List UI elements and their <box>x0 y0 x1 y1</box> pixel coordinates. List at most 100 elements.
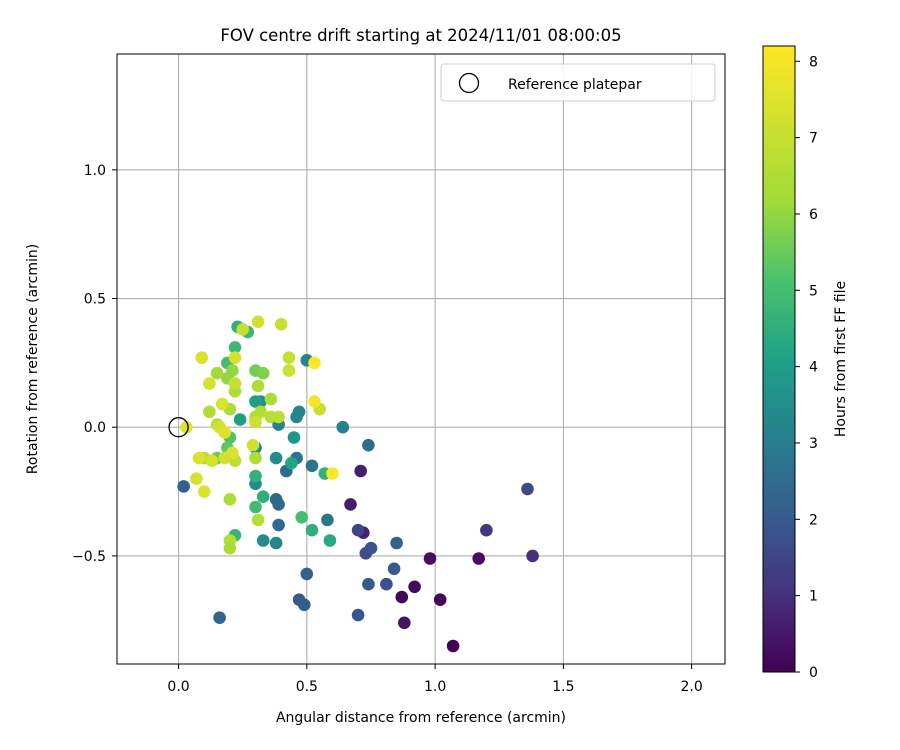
data-point <box>180 420 193 434</box>
colorbar-ticks: 0 1 2 3 4 5 6 7 8 <box>795 54 818 681</box>
colorbar-tick-label: 6 <box>809 207 818 223</box>
colorbar-tick-label: 3 <box>809 436 818 452</box>
data-point <box>190 472 203 486</box>
legend-box <box>440 63 716 102</box>
colorbar-tick-label: 8 <box>809 54 818 70</box>
data-point <box>398 616 411 630</box>
legend-entry-label: Reference platepar <box>508 77 642 93</box>
colorbar-tick-label: 7 <box>809 131 818 147</box>
colorbar-gradient <box>762 45 796 673</box>
data-point <box>203 405 216 419</box>
colorbar-tick-label: 2 <box>809 512 818 528</box>
legend: Reference platepar <box>440 63 716 102</box>
data-point <box>395 590 409 604</box>
data-point <box>272 410 285 424</box>
y-tick-label: 0.0 <box>84 420 106 436</box>
data-point <box>336 420 350 434</box>
data-point <box>264 392 278 406</box>
x-tick-label: 1.5 <box>552 679 574 695</box>
data-point <box>228 341 242 354</box>
grid-lines <box>117 54 725 664</box>
data-point <box>282 364 296 377</box>
y-tick-label: −0.5 <box>72 549 106 565</box>
x-tick-label: 0.5 <box>296 679 318 695</box>
data-point <box>256 534 270 547</box>
data-point <box>305 459 319 473</box>
data-point <box>254 405 267 419</box>
colorbar-tick-label: 0 <box>809 665 818 681</box>
data-point <box>362 438 375 452</box>
data-point <box>326 467 339 480</box>
data-point <box>344 498 357 511</box>
data-point <box>269 451 283 465</box>
data-point <box>223 541 237 555</box>
data-point <box>203 377 216 390</box>
colorbar-label: Hours from first FF file <box>833 281 849 437</box>
x-tick-label: 2.0 <box>681 679 703 695</box>
y-tick-label: 0.5 <box>84 292 106 308</box>
data-point <box>228 377 242 390</box>
data-point <box>362 577 375 591</box>
data-point <box>282 351 296 365</box>
data-point <box>256 490 270 504</box>
data-point <box>446 639 460 653</box>
data-point <box>251 513 265 527</box>
data-point <box>351 523 365 537</box>
data-point <box>213 611 226 624</box>
x-tick-label: 1.0 <box>424 679 446 695</box>
data-point <box>433 593 447 606</box>
data-point <box>236 323 249 336</box>
data-point <box>472 552 486 565</box>
data-point <box>251 379 265 393</box>
data-point <box>298 598 311 612</box>
data-point <box>292 405 306 419</box>
legend-open-circle-icon <box>458 72 480 94</box>
data-point <box>177 480 190 493</box>
data-point <box>210 366 224 380</box>
y-axis-ticks: −0.5 0.0 0.5 1.0 <box>72 163 117 565</box>
data-point <box>192 451 206 465</box>
data-point <box>205 454 219 468</box>
data-point <box>195 351 208 365</box>
data-point <box>223 493 237 506</box>
data-point <box>269 536 283 550</box>
data-point <box>408 580 421 594</box>
data-point <box>305 523 319 537</box>
data-point <box>351 608 365 622</box>
data-point <box>521 482 534 496</box>
data-point <box>249 395 262 408</box>
colorbar-tick-label: 4 <box>809 360 818 376</box>
data-point <box>321 513 334 527</box>
colorbar-tick-label: 1 <box>809 589 818 605</box>
colorbar: 0 1 2 3 4 5 6 7 8 Hours from first FF file <box>762 45 849 681</box>
data-point <box>354 464 368 478</box>
x-axis-ticks: 0.0 0.5 1.0 1.5 2.0 <box>167 664 703 695</box>
data-point <box>423 552 437 565</box>
data-point <box>218 451 231 465</box>
data-point <box>228 351 242 365</box>
data-point <box>249 469 262 483</box>
data-point <box>249 451 262 465</box>
data-point <box>308 395 321 408</box>
data-point <box>387 562 401 576</box>
data-point <box>380 577 393 591</box>
data-point <box>256 366 270 380</box>
data-point <box>233 413 247 426</box>
data-point <box>218 426 231 439</box>
data-point <box>215 397 229 411</box>
plot-frame <box>116 53 726 665</box>
data-point <box>295 511 309 524</box>
data-point <box>251 315 265 329</box>
data-point <box>285 456 298 470</box>
y-tick-label: 1.0 <box>84 163 106 179</box>
data-point <box>480 523 493 537</box>
data-point <box>308 356 321 370</box>
data-point <box>274 318 288 331</box>
reference-platepar-marker <box>168 417 189 438</box>
data-point <box>364 541 378 555</box>
y-axis-label: Rotation from reference (arcmin) <box>25 244 41 474</box>
scatter-points <box>177 315 539 653</box>
data-point <box>272 518 285 532</box>
data-point <box>323 534 337 547</box>
data-point <box>272 498 285 511</box>
